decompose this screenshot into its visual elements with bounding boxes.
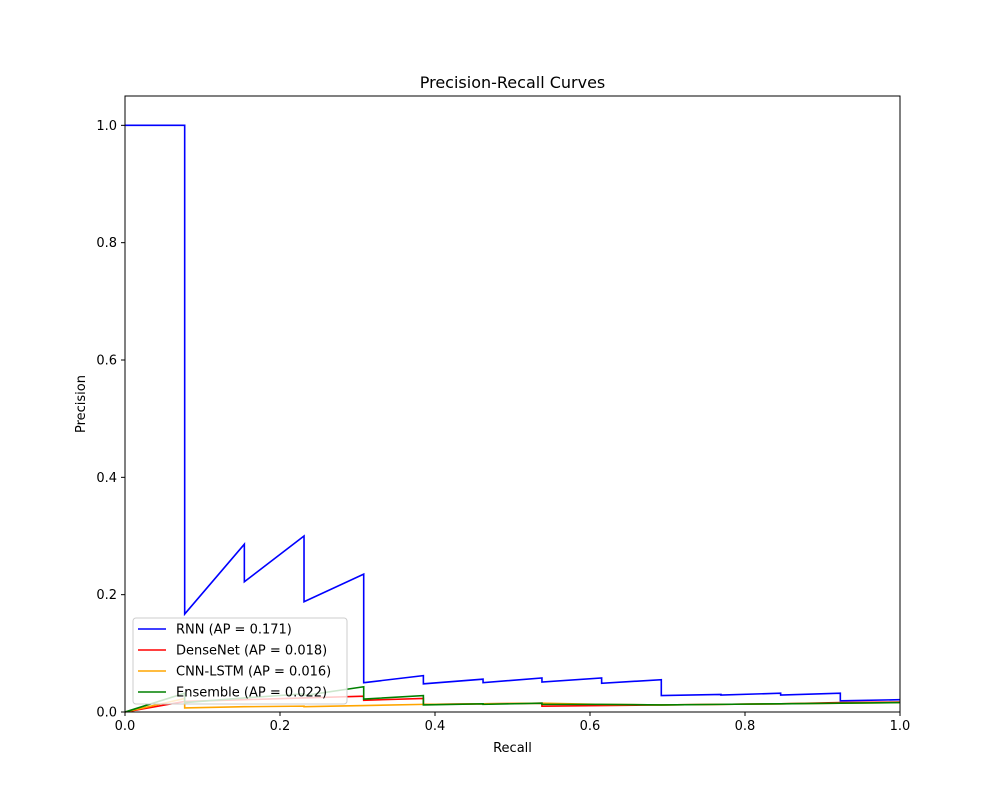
legend-label: DenseNet (AP = 0.018): [176, 644, 327, 659]
legend-label: Ensemble (AP = 0.022): [176, 686, 327, 701]
legend-label: CNN-LSTM (AP = 0.016): [176, 665, 331, 680]
x-tick-label: 0.2: [270, 719, 291, 734]
x-tick-label: 0.6: [580, 719, 601, 734]
y-tick-label: 0.0: [96, 706, 117, 721]
x-tick-label: 1.0: [890, 719, 911, 734]
x-axis-label: Recall: [493, 741, 532, 756]
x-tick-label: 0.8: [735, 719, 756, 734]
legend: RNN (AP = 0.171) DenseNet (AP = 0.018) CNN…: [132, 617, 348, 705]
legend-box: [132, 617, 348, 705]
y-tick-label: 0.6: [96, 354, 117, 369]
plot-area: 0.0 0.2 0.4 0.6 0.8 1.0 0.0 0.2 0.4 0.6 0.8 1.0: [96, 95, 911, 734]
y-tick-label: 1.0: [96, 119, 117, 134]
x-tick-label: 0.0: [115, 719, 136, 734]
y-tick-label: 0.8: [96, 236, 117, 251]
y-axis-label: Precision: [74, 375, 89, 433]
y-tick-label: 0.4: [96, 471, 117, 486]
y-tick-label: 0.2: [96, 588, 117, 603]
chart-title: Precision-Recall Curves: [420, 73, 606, 92]
series-line-0: [125, 124, 901, 702]
x-tick-label: 0.4: [425, 719, 446, 734]
legend-label: RNN (AP = 0.171): [176, 623, 292, 638]
axes-frame: [124, 95, 901, 713]
